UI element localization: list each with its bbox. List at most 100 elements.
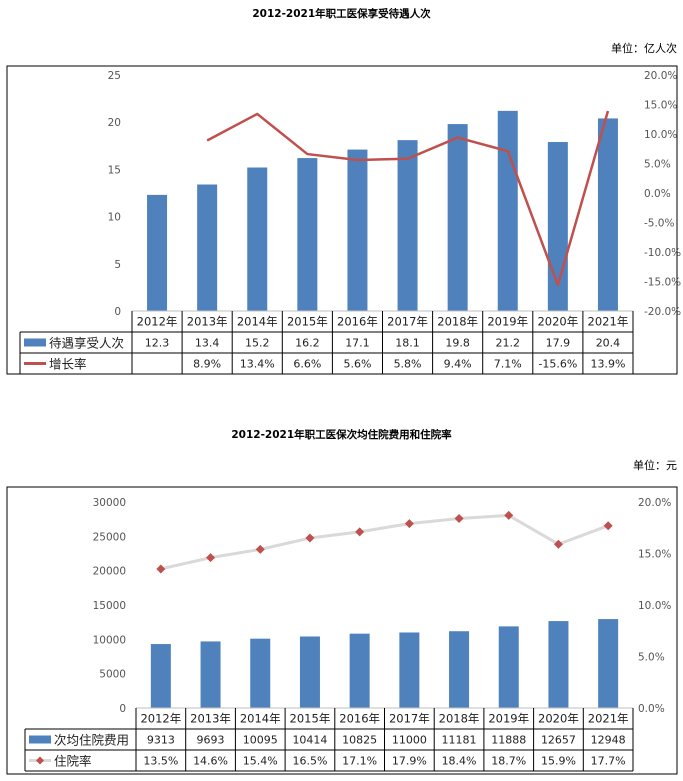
chart1-category-label: 2015年 — [287, 315, 328, 329]
chart2-line — [160, 513, 609, 571]
chart1-y-tick: 20 — [108, 117, 121, 129]
chart2-category-label: 2018年 — [439, 712, 480, 726]
chart1-category-label: 2021年 — [588, 315, 629, 329]
chart1-legend-line-label: 增长率 — [49, 357, 87, 372]
chart2-table-value: 12948 — [591, 734, 626, 747]
chart2-point — [305, 533, 315, 543]
chart2-category-label: 2016年 — [339, 712, 380, 726]
chart1-legend-bar-swatch — [24, 338, 46, 347]
chart1-y2-tick: -10.0% — [644, 247, 681, 259]
chart2-y2-tick: 10.0% — [638, 600, 671, 612]
chart2-legend-bar-swatch — [29, 735, 51, 744]
chart1-y-tick: 5 — [114, 259, 121, 271]
chart1-category-label: 2013年 — [187, 315, 228, 329]
chart1-svg: 25 20 15 10 5 0 20.0% 15.0% 10.0% 5.0% 0.0% -5.0% -1… — [6, 65, 681, 375]
chart2-y2-tick: 20.0% — [638, 497, 671, 509]
chart2-point — [355, 527, 365, 537]
chart1-bar — [397, 140, 418, 311]
chart2-table-value: 17.7% — [591, 755, 626, 768]
chart2-y-tick: 10000 — [93, 634, 126, 646]
chart2-bar — [548, 621, 569, 708]
chart2-category-label: 2017年 — [389, 712, 430, 726]
chart2-category-label: 2014年 — [240, 712, 281, 726]
chart1-category-label: 2020年 — [537, 315, 578, 329]
chart1-table-value: 7.1% — [494, 358, 522, 371]
chart1-y-tick: 25 — [108, 70, 121, 82]
chart2-bar — [200, 641, 221, 708]
chart1-y-tick: 10 — [108, 212, 121, 224]
chart2-frame — [6, 486, 678, 775]
chart1-unit: 单位：亿人次 — [611, 42, 677, 55]
chart1-y2-tick: 15.0% — [644, 100, 677, 112]
chart1-table-value: 15.2 — [245, 337, 270, 350]
chart1-category-label: 2019年 — [487, 315, 528, 329]
chart1-bar — [197, 184, 218, 311]
chart1-bar — [447, 124, 468, 311]
chart2-table-value: 18.7% — [491, 755, 526, 768]
chart2-unit: 单位：元 — [633, 459, 677, 472]
chart2-bar — [449, 631, 470, 708]
chart1-table-value: 20.4 — [596, 337, 621, 350]
chart1-bar — [247, 167, 268, 311]
chart1-y2-tick: 0.0% — [644, 188, 671, 200]
chart1-table-value: 8.9% — [193, 358, 221, 371]
chart2-bar — [150, 644, 171, 708]
chart2-point — [255, 544, 265, 554]
chart1-y2-tick: -5.0% — [644, 218, 674, 230]
chart1-category-label: 2014年 — [237, 315, 278, 329]
chart2-table-value: 13.5% — [143, 755, 178, 768]
chart2-point — [603, 521, 613, 531]
chart2-y-tick: 5000 — [99, 669, 126, 681]
chart1-table-value: 13.4% — [240, 358, 275, 371]
chart2-category-label: 2013年 — [190, 712, 231, 726]
chart2-y2-tick: 0.0% — [638, 703, 665, 715]
chart1-table-value: 16.2 — [295, 337, 320, 350]
chart2-bar — [498, 626, 519, 708]
chart2-table-value: 11888 — [491, 734, 526, 747]
chart2-bar — [399, 632, 420, 708]
chart2-legend-bar-label: 次均住院费用 — [54, 733, 129, 748]
chart2-table-value: 15.9% — [541, 755, 576, 768]
chart1-title: 2012-2021年职工医保享受待遇人次 — [252, 8, 431, 20]
chart2-category-label: 2012年 — [140, 712, 181, 726]
chart1-y2-tick: 20.0% — [644, 70, 677, 82]
chart2-table-value: 10095 — [243, 734, 278, 747]
chart1-table-value: 17.1 — [345, 337, 370, 350]
chart1-bar — [297, 158, 318, 311]
chart2-bar — [299, 636, 320, 708]
chart2-point — [454, 513, 464, 523]
chart1-y2-tick: 10.0% — [644, 129, 677, 141]
chart2-point — [504, 510, 514, 520]
chart1-y-tick: 0 — [114, 306, 121, 318]
chart2-bar — [349, 633, 370, 708]
chart1-legend-bar-label: 待遇享受人次 — [49, 336, 124, 351]
chart2-table-value: 10414 — [292, 734, 327, 747]
chart1-category-label: 2016年 — [337, 315, 378, 329]
chart2-y-tick: 30000 — [93, 497, 126, 509]
chart2-legend-marker — [36, 756, 44, 765]
chart2-title: 2012-2021年职工医保次均住院费用和住院率 — [231, 429, 452, 441]
chart1-y2-tick: 5.0% — [644, 159, 671, 171]
chart2-point — [404, 519, 414, 529]
chart2-legend-line-label: 住院率 — [54, 754, 92, 769]
chart1-line — [206, 110, 610, 287]
chart1-table-value: 17.9 — [546, 337, 571, 350]
chart2-table-value: 11181 — [442, 734, 477, 747]
chart1-bar — [147, 194, 168, 311]
chart2-point — [553, 539, 563, 549]
chart2-y2-tick: 15.0% — [638, 549, 671, 561]
chart2-table-value: 10825 — [342, 734, 377, 747]
chart1-table-value: 13.9% — [590, 358, 625, 371]
chart2-table-value: 9313 — [147, 734, 175, 747]
chart2-table-value: 17.1% — [342, 755, 377, 768]
chart2-y-tick: 25000 — [93, 531, 126, 543]
chart2-category-label: 2019年 — [488, 712, 529, 726]
chart2-category-label: 2020年 — [538, 712, 579, 726]
chart1-y2-tick: -15.0% — [644, 277, 681, 289]
chart2-y-tick: 15000 — [93, 600, 126, 612]
chart2-bar — [250, 638, 271, 708]
chart2-table-value: 18.4% — [442, 755, 477, 768]
chart1-table-value: 5.6% — [343, 358, 371, 371]
chart2-table-value: 11000 — [392, 734, 427, 747]
chart1-table-value: 18.1 — [395, 337, 420, 350]
